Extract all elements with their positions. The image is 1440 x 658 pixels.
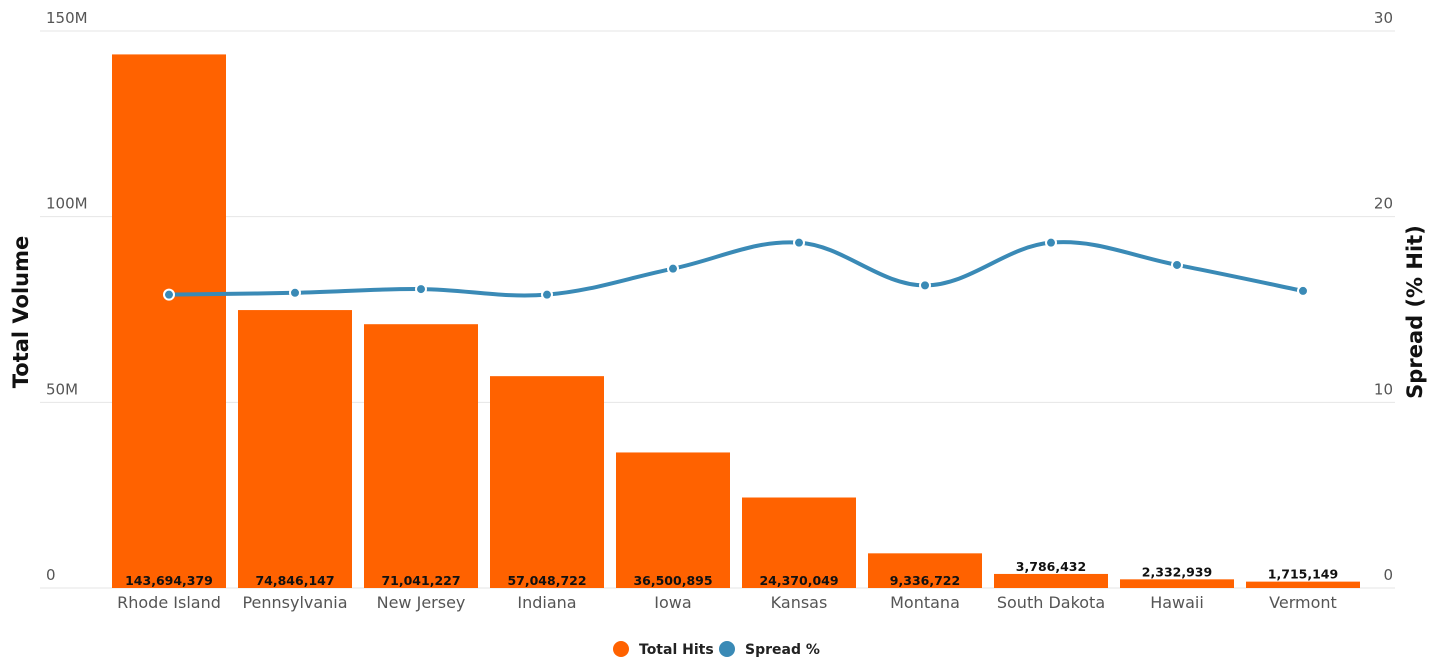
x-tick-label: Indiana: [517, 593, 576, 612]
line-point-montana: [919, 279, 931, 292]
bar-kansas: [742, 497, 856, 588]
bar-data-label: 2,332,939: [1142, 564, 1212, 579]
line-point-new-jersey: [415, 283, 427, 296]
line-point-hawaii: [1171, 258, 1183, 271]
bar-data-labels: 143,694,379 74,846,147 71,041,227 57,048,72…: [125, 559, 1338, 588]
bar-rhode-island: [112, 54, 226, 589]
bar-data-label: 1,715,149: [1268, 567, 1338, 582]
bar-data-label: 143,694,379: [125, 573, 213, 588]
x-tick-label: Vermont: [1269, 593, 1337, 612]
line-point-south-dakota: [1045, 236, 1057, 249]
legend-marker-spread: [719, 641, 735, 657]
bar-data-label: 71,041,227: [381, 573, 460, 588]
bar-data-label: 9,336,722: [890, 573, 960, 588]
bar-series: [112, 54, 1360, 589]
bar-data-label: 36,500,895: [633, 573, 712, 588]
x-tick-label: Montana: [890, 593, 960, 612]
y-tick-label: 0: [46, 566, 56, 584]
y2-axis-ticks: 0 10 20 30: [1374, 9, 1393, 584]
bar-data-label: 57,048,722: [507, 573, 586, 588]
y-axis-title: Total Volume: [9, 236, 33, 389]
bar-data-label: 74,846,147: [255, 573, 334, 588]
y-tick-label: 150M: [46, 9, 88, 27]
line-series: [163, 236, 1309, 301]
x-tick-label: Rhode Island: [117, 593, 221, 612]
x-axis-labels: Rhode Island Pennsylvania New Jersey Indian…: [117, 593, 1337, 612]
y2-tick-label: 30: [1374, 9, 1393, 27]
bar-south-dakota: [994, 573, 1108, 588]
y-axis-ticks: 0 50M 100M 150M: [46, 9, 88, 584]
bar-indiana: [490, 376, 604, 588]
spread-line: [168, 240, 1304, 298]
bar-data-label: 24,370,049: [759, 573, 838, 588]
line-point-vermont: [1297, 284, 1309, 297]
line-point-indiana: [541, 288, 553, 301]
y2-axis-title: Spread (% Hit): [1403, 225, 1427, 399]
bar-montana: [868, 553, 982, 588]
line-point-iowa: [667, 262, 679, 275]
legend-label-total-hits: Total Hits: [639, 642, 714, 658]
x-tick-label: Iowa: [654, 593, 691, 612]
y-tick-label: 100M: [46, 195, 88, 213]
bar-pennsylvania: [238, 310, 352, 588]
line-point-pennsylvania: [289, 286, 301, 299]
x-tick-label: New Jersey: [377, 593, 466, 612]
x-tick-label: Pennsylvania: [242, 593, 347, 612]
line-point-rhode-island: [163, 288, 175, 301]
bar-iowa: [616, 452, 730, 588]
legend-label-spread: Spread %: [745, 642, 820, 658]
bar-hawaii: [1120, 579, 1234, 588]
y-tick-label: 50M: [46, 380, 78, 398]
bar-data-label: 3,786,432: [1016, 559, 1086, 574]
y2-tick-label: 20: [1374, 195, 1393, 213]
bar-new-jersey: [364, 324, 478, 588]
x-tick-label: South Dakota: [997, 593, 1105, 612]
legend-marker-total-hits: [613, 641, 629, 657]
x-tick-label: Hawaii: [1150, 593, 1204, 612]
x-tick-label: Kansas: [771, 593, 828, 612]
legend: Total Hits Spread %: [613, 641, 820, 658]
y2-tick-label: 0: [1383, 566, 1393, 584]
y2-tick-label: 10: [1374, 380, 1393, 398]
line-point-kansas: [793, 236, 805, 249]
bar-vermont: [1246, 581, 1360, 588]
